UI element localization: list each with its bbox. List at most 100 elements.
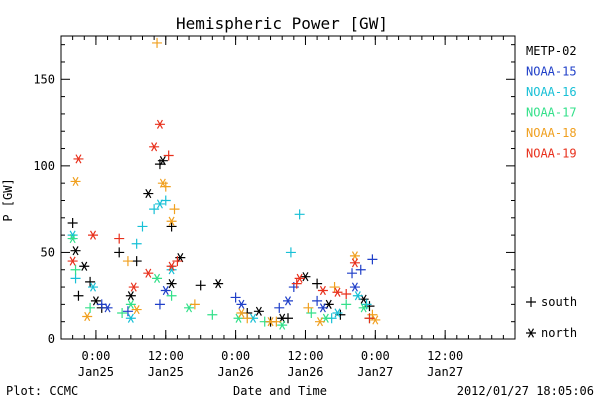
legend-entry-noaa-15: NOAA-15: [526, 65, 577, 79]
point-metp-02-south: [312, 278, 323, 289]
point-noaa-18-north: [82, 311, 93, 322]
point-noaa-19-south: [291, 278, 302, 289]
point-noaa-17-south: [85, 302, 96, 313]
point-noaa-19-north: [294, 273, 305, 284]
x-tick-date-label: Jan25: [148, 365, 184, 379]
point-noaa-18-north: [70, 176, 81, 187]
point-noaa-19-south: [364, 313, 375, 324]
legend-marker-label-south: south: [541, 295, 577, 309]
point-noaa-18-south: [303, 302, 314, 313]
y-tick-label: 0: [48, 332, 55, 346]
plot-timestamp: 2012/01/27 18:05:06: [457, 384, 594, 398]
point-noaa-18-north: [315, 317, 326, 327]
point-metp-02-north: [79, 261, 90, 271]
point-noaa-17-north: [152, 273, 163, 284]
point-noaa-18-north: [157, 178, 168, 188]
point-noaa-18-south: [329, 282, 340, 293]
plot-credit: Plot: CCMC: [6, 384, 78, 398]
point-noaa-16-north: [332, 308, 343, 318]
point-noaa-15-south: [154, 299, 165, 310]
point-noaa-16-south: [149, 204, 160, 215]
point-metp-02-north: [125, 291, 136, 301]
point-noaa-16-south: [294, 209, 305, 220]
point-noaa-15-south: [367, 254, 378, 265]
point-noaa-19-north: [88, 230, 99, 240]
point-noaa-15-north: [160, 285, 171, 296]
point-noaa-18-south: [169, 204, 180, 215]
point-noaa-19-north: [349, 258, 360, 268]
point-noaa-19-north: [67, 256, 78, 266]
x-tick-time-label: 12:00: [287, 349, 323, 363]
point-noaa-18-north: [370, 315, 381, 325]
x-axis: 0:00 Jan25 12:00 Jan25 0:00 Jan26 12:00 Jan26 0:…: [72, 36, 504, 379]
point-noaa-19-south: [172, 256, 183, 267]
x-tick-time-label: 12:00: [427, 349, 463, 363]
legend-marker-label-north: north: [541, 326, 577, 340]
point-noaa-15-south: [274, 302, 285, 313]
point-noaa-18-north: [236, 308, 247, 318]
y-tick-label: 100: [33, 159, 55, 173]
point-noaa-17-south: [166, 290, 177, 301]
x-tick-date-label: Jan27: [357, 365, 393, 379]
point-noaa-18-north: [166, 216, 177, 226]
chart-title: Hemispheric Power [GW]: [176, 14, 388, 33]
x-tick-time-label: 0:00: [221, 349, 250, 363]
point-noaa-16-north: [88, 282, 99, 292]
plot-frame: [60, 35, 516, 340]
legend-entry-noaa-19: NOAA-19: [526, 147, 577, 161]
point-noaa-16-south: [70, 273, 81, 284]
point-metp-02-south: [73, 290, 84, 301]
point-noaa-17-south: [341, 299, 352, 310]
legend-marker-south: [526, 297, 536, 307]
point-metp-02-south: [195, 280, 206, 291]
point-noaa-18-north: [349, 251, 360, 261]
point-noaa-19-south: [114, 233, 125, 244]
point-metp-02-north: [166, 278, 177, 289]
point-noaa-16-north: [125, 313, 136, 323]
y-tick-label: 150: [33, 72, 55, 86]
legend-entry-metp-02: METP-02: [526, 44, 577, 58]
point-noaa-16-south: [131, 238, 142, 249]
point-metp-02-north: [143, 188, 154, 199]
point-noaa-18-south: [242, 313, 253, 324]
data-points: [67, 37, 381, 330]
point-noaa-17-north: [125, 299, 136, 309]
y-tick-label: 50: [41, 245, 55, 259]
point-noaa-19-north: [149, 142, 160, 152]
legend-entry-noaa-17: NOAA-17: [526, 106, 577, 120]
legend: METP-02 NOAA-15 NOAA-16 NOAA-17 NOAA-18 NOAA-…: [526, 44, 577, 340]
point-metp-02-north: [157, 156, 168, 166]
point-noaa-17-south: [207, 309, 218, 320]
legend-entry-noaa-18: NOAA-18: [526, 126, 577, 140]
point-noaa-19-north: [317, 285, 328, 296]
point-noaa-16-south: [285, 247, 296, 258]
x-axis-label: Date and Time: [233, 384, 327, 398]
y-axis: 0 50 100 150: [33, 44, 515, 346]
point-noaa-17-north: [67, 233, 78, 244]
x-tick-date-label: Jan26: [218, 365, 254, 379]
point-noaa-15-south: [355, 264, 366, 275]
point-noaa-19-north: [128, 282, 139, 292]
point-noaa-16-south: [137, 221, 148, 232]
point-noaa-15-north: [102, 303, 113, 313]
point-noaa-19-north: [154, 119, 165, 129]
point-noaa-15-south: [230, 292, 241, 303]
point-metp-02-north: [70, 246, 81, 256]
point-noaa-15-north: [236, 299, 247, 309]
point-noaa-15-north: [283, 296, 293, 306]
point-metp-02-south: [166, 221, 177, 232]
point-noaa-18-north: [131, 304, 142, 315]
legend-entry-noaa-16: NOAA-16: [526, 85, 577, 99]
x-tick-date-label: Jan25: [78, 365, 114, 379]
point-noaa-17-south: [117, 308, 128, 319]
point-noaa-17-north: [358, 303, 369, 313]
point-noaa-16-north: [154, 199, 165, 209]
x-tick-time-label: 0:00: [361, 349, 390, 363]
point-noaa-15-south: [122, 306, 133, 317]
point-noaa-15-north: [349, 282, 360, 292]
point-noaa-17-south: [70, 264, 81, 275]
point-noaa-19-south: [163, 150, 174, 161]
point-noaa-16-north: [352, 291, 363, 301]
point-noaa-18-south: [152, 37, 163, 48]
